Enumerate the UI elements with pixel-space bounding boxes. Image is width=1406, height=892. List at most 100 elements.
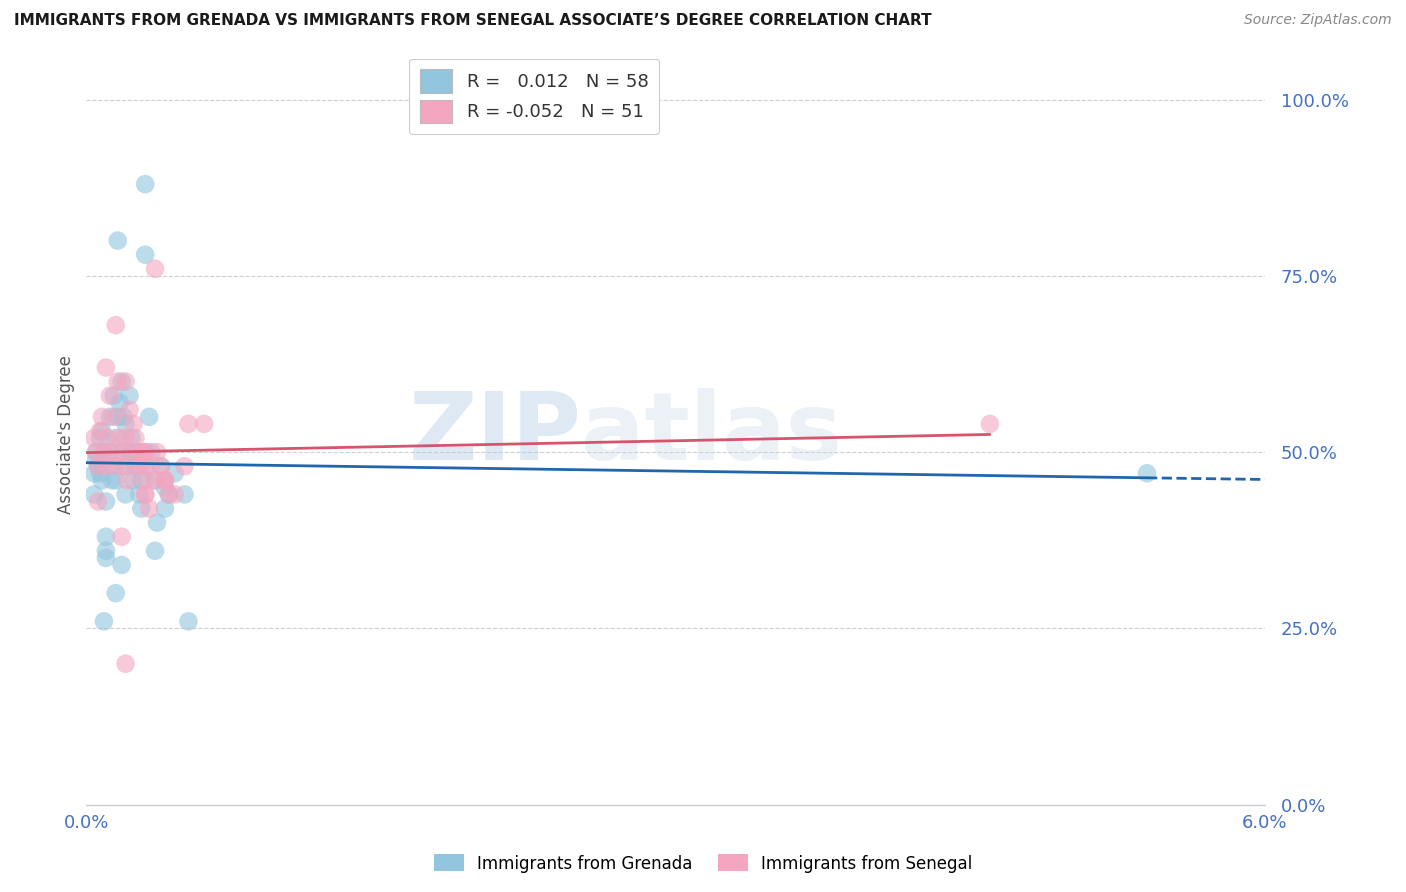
Immigrants from Grenada [93, 445, 115, 459]
Immigrants from Senegal [107, 375, 129, 389]
Immigrants from Senegal [104, 459, 127, 474]
Immigrants from Grenada [112, 409, 135, 424]
Immigrants from Senegal [89, 424, 111, 438]
Text: atlas: atlas [581, 389, 842, 481]
Immigrants from Grenada [87, 459, 110, 474]
Immigrants from Senegal [94, 459, 117, 474]
Y-axis label: Associate's Degree: Associate's Degree [58, 355, 75, 514]
Immigrants from Senegal [112, 459, 135, 474]
Immigrants from Grenada [177, 615, 200, 629]
Immigrants from Grenada [134, 248, 156, 262]
Immigrants from Grenada [127, 445, 149, 459]
Legend: Immigrants from Grenada, Immigrants from Senegal: Immigrants from Grenada, Immigrants from… [427, 847, 979, 880]
Immigrants from Grenada [118, 389, 141, 403]
Immigrants from Grenada [118, 445, 141, 459]
Text: IMMIGRANTS FROM GRENADA VS IMMIGRANTS FROM SENEGAL ASSOCIATE’S DEGREE CORRELATIO: IMMIGRANTS FROM GRENADA VS IMMIGRANTS FR… [14, 13, 932, 29]
Immigrants from Grenada [134, 177, 156, 191]
Immigrants from Senegal [149, 459, 172, 474]
Immigrants from Senegal [122, 417, 145, 431]
Immigrants from Senegal [111, 445, 134, 459]
Immigrants from Grenada [111, 375, 134, 389]
Immigrants from Grenada [173, 487, 195, 501]
Immigrants from Grenada [107, 409, 129, 424]
Immigrants from Grenada [104, 473, 127, 487]
Immigrants from Grenada [83, 487, 105, 501]
Immigrants from Grenada [84, 452, 107, 467]
Immigrants from Senegal [129, 459, 152, 474]
Immigrants from Senegal [87, 494, 110, 508]
Immigrants from Grenada [121, 431, 143, 445]
Immigrants from Senegal [143, 473, 166, 487]
Immigrants from Grenada [83, 467, 105, 481]
Immigrants from Senegal [163, 487, 186, 501]
Immigrants from Senegal [93, 445, 115, 459]
Immigrants from Senegal [114, 375, 136, 389]
Immigrants from Senegal [157, 487, 180, 501]
Immigrants from Senegal [98, 389, 121, 403]
Immigrants from Senegal [118, 402, 141, 417]
Immigrants from Senegal [134, 487, 156, 501]
Immigrants from Grenada [89, 431, 111, 445]
Legend: R =   0.012   N = 58, R = -0.052   N = 51: R = 0.012 N = 58, R = -0.052 N = 51 [409, 59, 659, 134]
Immigrants from Grenada [84, 445, 107, 459]
Immigrants from Senegal [139, 459, 162, 474]
Immigrants from Grenada [93, 615, 115, 629]
Immigrants from Senegal [97, 431, 120, 445]
Immigrants from Senegal [84, 445, 107, 459]
Immigrants from Senegal [108, 431, 131, 445]
Immigrants from Senegal [124, 431, 146, 445]
Immigrants from Grenada [146, 516, 169, 530]
Immigrants from Senegal [134, 445, 156, 459]
Immigrants from Grenada [163, 467, 186, 481]
Immigrants from Senegal [129, 445, 152, 459]
Text: ZIP: ZIP [408, 389, 581, 481]
Immigrants from Grenada [94, 544, 117, 558]
Immigrants from Grenada [134, 459, 156, 474]
Immigrants from Grenada [91, 473, 114, 487]
Immigrants from Grenada [94, 494, 117, 508]
Immigrants from Grenada [101, 459, 124, 474]
Immigrants from Grenada [157, 487, 180, 501]
Immigrants from Senegal [117, 473, 139, 487]
Immigrants from Grenada [114, 487, 136, 501]
Immigrants from Senegal [143, 261, 166, 276]
Immigrants from Senegal [91, 409, 114, 424]
Immigrants from Grenada [103, 389, 125, 403]
Immigrants from Senegal [153, 473, 176, 487]
Immigrants from Grenada [98, 445, 121, 459]
Immigrants from Grenada [149, 459, 172, 474]
Immigrants from Senegal [979, 417, 1001, 431]
Immigrants from Grenada [111, 558, 134, 572]
Immigrants from Senegal [127, 459, 149, 474]
Immigrants from Grenada [139, 445, 162, 459]
Immigrants from Senegal [138, 501, 160, 516]
Immigrants from Grenada [1136, 467, 1159, 481]
Immigrants from Grenada [104, 586, 127, 600]
Immigrants from Grenada [128, 487, 150, 501]
Immigrants from Grenada [94, 530, 117, 544]
Immigrants from Senegal [101, 445, 124, 459]
Immigrants from Senegal [83, 431, 105, 445]
Immigrants from Grenada [124, 459, 146, 474]
Immigrants from Grenada [107, 234, 129, 248]
Immigrants from Senegal [177, 417, 200, 431]
Immigrants from Senegal [134, 473, 156, 487]
Immigrants from Grenada [143, 544, 166, 558]
Immigrants from Senegal [173, 459, 195, 474]
Immigrants from Grenada [153, 501, 176, 516]
Immigrants from Senegal [134, 445, 156, 459]
Text: Source: ZipAtlas.com: Source: ZipAtlas.com [1244, 13, 1392, 28]
Immigrants from Grenada [101, 473, 124, 487]
Immigrants from Grenada [129, 473, 152, 487]
Immigrants from Senegal [114, 431, 136, 445]
Immigrants from Grenada [114, 417, 136, 431]
Immigrants from Grenada [111, 445, 134, 459]
Immigrants from Grenada [114, 459, 136, 474]
Immigrants from Senegal [111, 530, 134, 544]
Immigrants from Grenada [138, 409, 160, 424]
Immigrants from Senegal [134, 487, 156, 501]
Immigrants from Senegal [121, 445, 143, 459]
Immigrants from Senegal [114, 657, 136, 671]
Immigrants from Grenada [143, 473, 166, 487]
Immigrants from Senegal [87, 459, 110, 474]
